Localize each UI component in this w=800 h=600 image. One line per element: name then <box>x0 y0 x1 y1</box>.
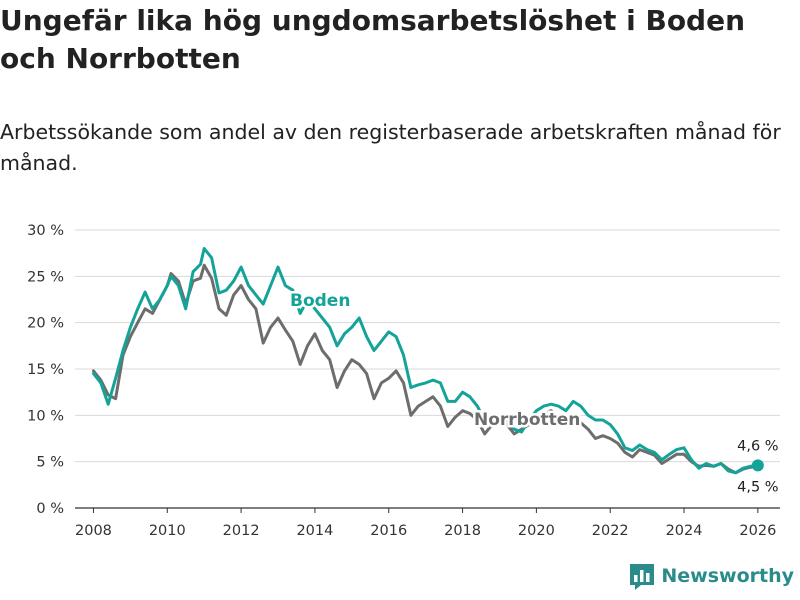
y-tick-label: 5 % <box>36 455 64 471</box>
end-label-norrbotten: 4,5 % <box>737 479 778 495</box>
series-label-boden: Boden <box>290 291 350 311</box>
x-tick-label: 2014 <box>296 523 333 539</box>
y-tick-label: 10 % <box>27 408 64 424</box>
end-point-marker <box>751 459 764 472</box>
series-line-norrbotten <box>92 263 760 475</box>
y-tick-label: 20 % <box>27 316 64 332</box>
y-tick-label: 0 % <box>36 501 64 517</box>
y-axis-tick-labels: 0 % 5 % 10 % 15 % 20 % 25 % 30 % <box>27 223 64 517</box>
series-label-norrbotten: Norrbotten <box>474 410 580 430</box>
x-tick-label: 2024 <box>666 523 703 539</box>
x-tick-label: 2010 <box>149 523 186 539</box>
series-line-boden <box>92 247 760 475</box>
brand-name: Newsworthy <box>661 565 794 587</box>
x-axis: 2008 2010 2012 2014 2016 2018 2020 2022 2024 2026 <box>75 507 780 539</box>
x-tick-label: 2026 <box>739 523 776 539</box>
x-tick-label: 2016 <box>370 523 407 539</box>
series-lines <box>92 247 760 475</box>
y-tick-label: 25 % <box>27 269 64 285</box>
end-label-boden: 4,6 % <box>737 438 778 454</box>
x-tick-label: 2008 <box>75 523 112 539</box>
chart-subtitle: Arbetssökande som andel av den registerb… <box>0 120 781 175</box>
x-tick-label: 2022 <box>592 523 629 539</box>
y-tick-label: 15 % <box>27 362 64 378</box>
x-tick-label: 2012 <box>223 523 260 539</box>
bar-chart-logo-icon <box>630 564 655 590</box>
series-labels: Boden Norrbotten 4,6 % 4,5 % <box>288 289 781 498</box>
chart-title: Ungefär lika hög ungdomsarbetslöshet i B… <box>0 4 746 75</box>
x-tick-label: 2020 <box>518 523 555 539</box>
y-tick-label: 30 % <box>27 223 64 239</box>
x-tick-label: 2018 <box>444 523 481 539</box>
line-chart: 0 %5 %10 %15 %20 %25 %30 % 2008 2010 2012 2… <box>27 223 781 539</box>
newsworthy-brand: Newsworthy <box>629 562 794 590</box>
gridlines <box>75 229 780 463</box>
